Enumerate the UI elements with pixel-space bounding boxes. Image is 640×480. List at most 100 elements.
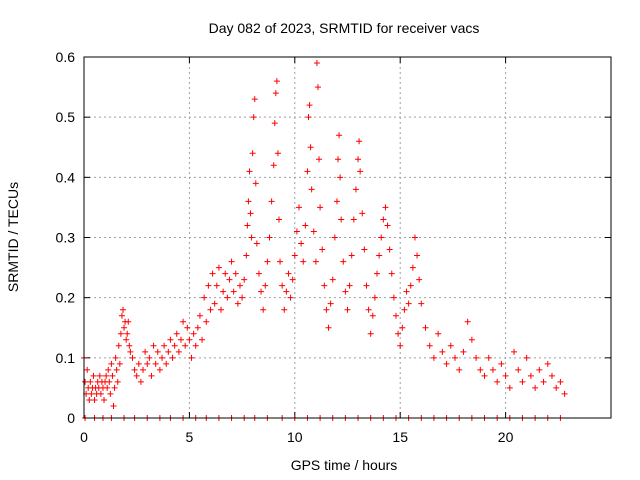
- data-point: [314, 84, 321, 91]
- data-point: [113, 366, 120, 373]
- data-point: [548, 372, 555, 379]
- data-point: [169, 354, 176, 361]
- data-point: [464, 318, 471, 325]
- data-point: [540, 378, 547, 385]
- data-point: [371, 294, 378, 301]
- data-point: [305, 114, 312, 121]
- data-point: [107, 390, 114, 397]
- data-point: [248, 234, 255, 241]
- y-tick-label: 0.3: [56, 230, 76, 246]
- data-point: [173, 330, 180, 337]
- data-point: [319, 246, 326, 253]
- data-point: [357, 168, 364, 175]
- chart-title: Day 082 of 2023, SRMTID for receiver vac…: [209, 20, 480, 36]
- x-tick-label: 10: [287, 429, 303, 445]
- data-point: [308, 186, 315, 193]
- data-point: [532, 384, 539, 391]
- data-point: [171, 342, 178, 349]
- data-point: [390, 294, 397, 301]
- data-point: [523, 354, 530, 361]
- data-point: [298, 240, 305, 247]
- x-tick-label: 0: [80, 429, 88, 445]
- data-point: [359, 210, 366, 217]
- data-point: [344, 306, 351, 313]
- data-point: [133, 372, 140, 379]
- data-point: [515, 366, 522, 373]
- data-point: [435, 330, 442, 337]
- data-point: [97, 390, 104, 397]
- data-point: [397, 342, 404, 349]
- data-point: [403, 288, 410, 295]
- data-point: [121, 324, 128, 331]
- data-point: [456, 366, 463, 373]
- data-point: [190, 330, 197, 337]
- data-point: [119, 306, 126, 313]
- data-point: [124, 330, 131, 337]
- data-point: [262, 282, 269, 289]
- data-point: [199, 336, 206, 343]
- data-point: [340, 258, 347, 265]
- data-point: [211, 300, 218, 307]
- data-point: [118, 312, 125, 319]
- data-point: [317, 204, 324, 211]
- data-point: [236, 282, 243, 289]
- data-point: [338, 216, 345, 223]
- data-point: [116, 360, 123, 367]
- data-point: [105, 366, 112, 373]
- y-tick-label: 0: [67, 410, 75, 426]
- data-point: [336, 132, 343, 139]
- data-point: [422, 324, 429, 331]
- data-point: [207, 306, 214, 313]
- y-axis-label: SRMTID / TECUs: [5, 182, 21, 292]
- data-point: [152, 360, 159, 367]
- data-point: [228, 258, 235, 265]
- data-point: [356, 138, 363, 145]
- data-point: [180, 318, 187, 325]
- data-point: [287, 294, 294, 301]
- data-point: [246, 168, 253, 175]
- data-point: [142, 348, 149, 355]
- data-point: [177, 336, 184, 343]
- data-point: [156, 366, 163, 373]
- data-point: [352, 186, 359, 193]
- data-point: [234, 300, 241, 307]
- data-point: [167, 336, 174, 343]
- data-point: [411, 234, 418, 241]
- data-point: [302, 222, 309, 229]
- data-point: [175, 348, 182, 355]
- data-point: [416, 276, 423, 283]
- data-point: [473, 354, 480, 361]
- data-point: [414, 252, 421, 259]
- data-point: [331, 234, 338, 241]
- data-point: [313, 60, 320, 67]
- data-point: [104, 384, 111, 391]
- data-point: [110, 402, 117, 409]
- data-point: [557, 378, 564, 385]
- data-point: [96, 372, 103, 379]
- data-point: [430, 354, 437, 361]
- data-point: [452, 354, 459, 361]
- data-point: [374, 270, 381, 277]
- data-point: [369, 312, 376, 319]
- data-point: [224, 294, 231, 301]
- data-point: [439, 348, 446, 355]
- data-point: [405, 300, 412, 307]
- data-point: [365, 306, 372, 313]
- data-point: [192, 342, 199, 349]
- data-point: [158, 354, 165, 361]
- data-point: [222, 270, 229, 277]
- data-point: [86, 396, 93, 403]
- data-point: [205, 282, 212, 289]
- data-point: [321, 282, 328, 289]
- data-point: [511, 348, 518, 355]
- data-point: [144, 360, 151, 367]
- data-point: [323, 306, 330, 313]
- data-point: [293, 228, 300, 235]
- data-point: [201, 294, 208, 301]
- data-point: [161, 342, 168, 349]
- data-point: [418, 300, 425, 307]
- data-point: [409, 264, 416, 271]
- data-point: [182, 342, 189, 349]
- data-point: [468, 336, 475, 343]
